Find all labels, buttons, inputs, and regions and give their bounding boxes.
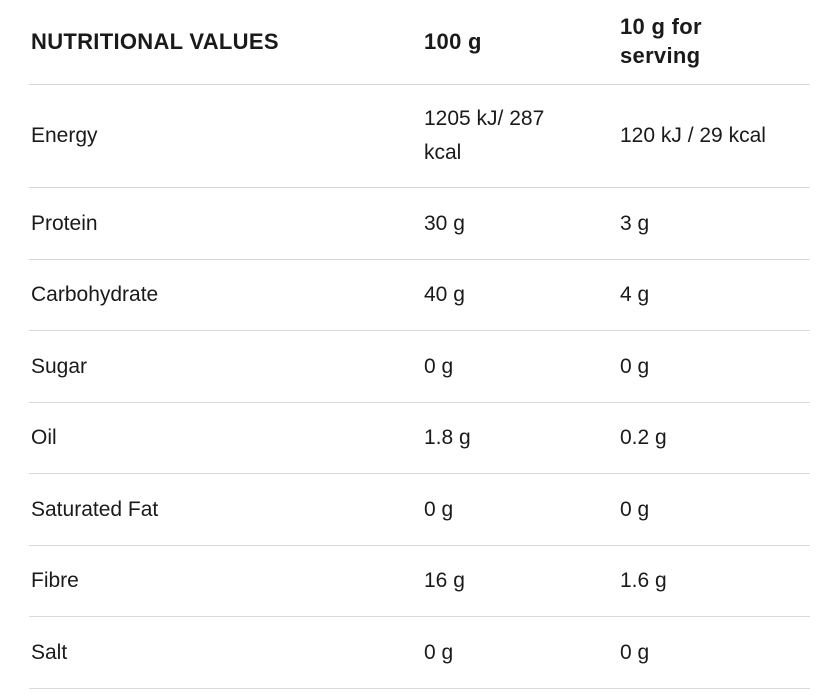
value-per-100g: 0 g <box>424 354 454 378</box>
row-label: Saturated Fat <box>31 497 159 521</box>
table-row: Protein 30 g 3 g <box>29 188 810 260</box>
value-per-serving: 1.6 g <box>620 569 667 593</box>
table-row: Sugar 0 g 0 g <box>29 331 810 403</box>
value-per-100g: 0 g <box>424 497 454 521</box>
table-header-row: NUTRITIONAL VALUES 100 g 10 g for servin… <box>29 0 810 85</box>
table-row: Carbohydrate 40 g 4 g <box>29 260 810 331</box>
value-per-serving: 3 g <box>620 211 650 235</box>
nutrition-table: NUTRITIONAL VALUES 100 g 10 g for servin… <box>29 0 810 689</box>
value-per-100g-text: 1205 kJ/ 287 kcal <box>424 107 545 164</box>
value-per-serving: 120 kJ / 29 kcal <box>620 124 766 148</box>
row-label: Protein <box>31 211 98 235</box>
value-per-100g: 30 g <box>424 211 465 235</box>
value-per-serving: 0.2 g <box>620 426 667 450</box>
value-per-100g: 0 g <box>424 640 454 664</box>
row-label: Energy <box>31 124 98 148</box>
row-label: Carbohydrate <box>31 283 159 307</box>
table-row: Salt 0 g 0 g <box>29 617 810 689</box>
value-per-100g: 1205 kJ/ 287 kcal <box>422 102 618 169</box>
column-header-serving-label: 10 g for serving <box>620 14 702 68</box>
value-per-100g: 40 g <box>424 283 465 307</box>
table-row: Oil 1.8 g 0.2 g <box>29 403 810 474</box>
value-per-serving: 0 g <box>620 497 650 521</box>
table-row: Saturated Fat 0 g 0 g <box>29 474 810 546</box>
table-title: NUTRITIONAL VALUES <box>31 28 279 54</box>
column-header-100g: 100 g <box>424 28 482 54</box>
value-per-100g: 1.8 g <box>424 426 471 450</box>
row-label: Oil <box>31 426 57 450</box>
table-row: Fibre 16 g 1.6 g <box>29 546 810 617</box>
value-per-100g: 16 g <box>424 569 465 593</box>
value-per-serving: 0 g <box>620 640 650 664</box>
value-per-serving: 4 g <box>620 283 650 307</box>
row-label: Fibre <box>31 569 79 593</box>
value-per-serving: 0 g <box>620 354 650 378</box>
table-row: Energy 1205 kJ/ 287 kcal 120 kJ / 29 kca… <box>29 85 810 188</box>
column-header-serving: 10 g for serving <box>618 13 810 70</box>
row-label: Salt <box>31 640 68 664</box>
row-label: Sugar <box>31 354 88 378</box>
